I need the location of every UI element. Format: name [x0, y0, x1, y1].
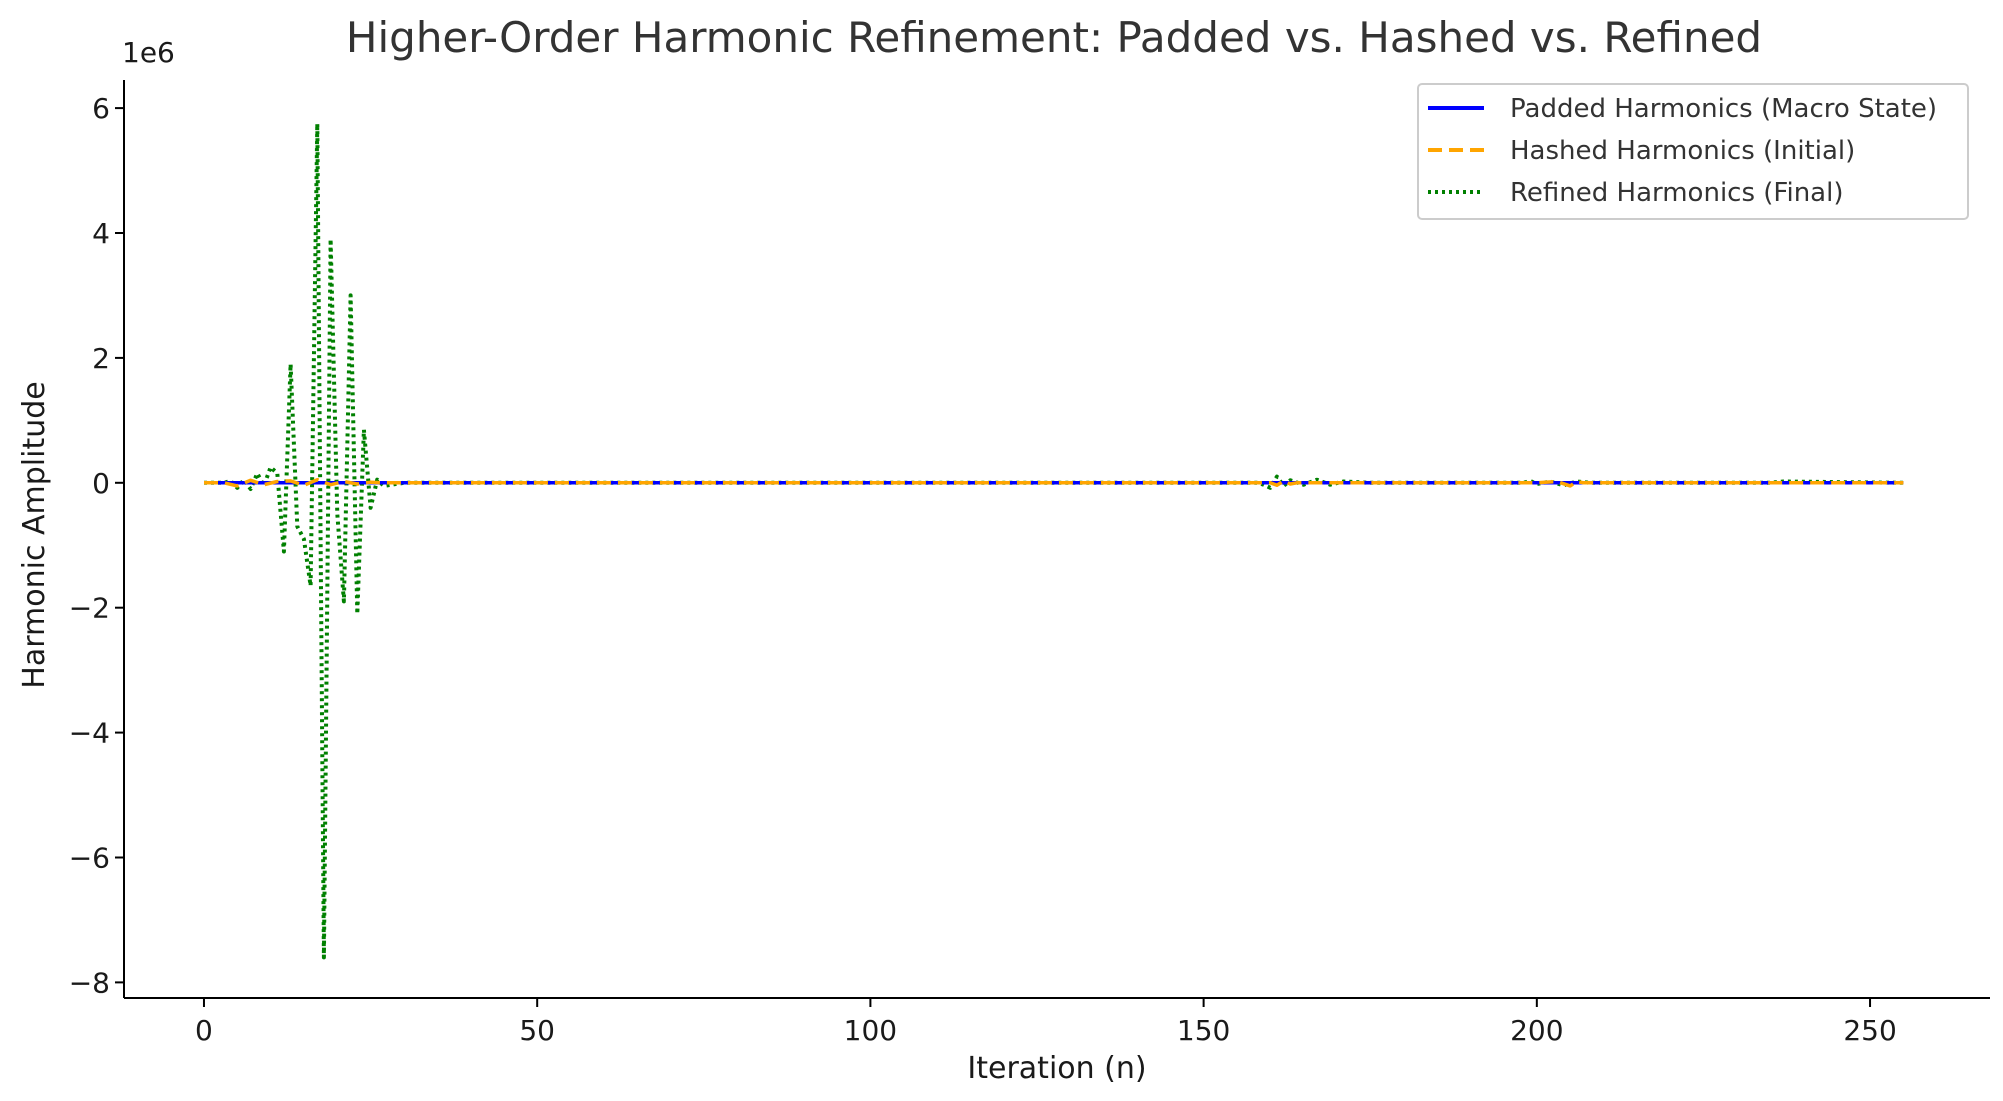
series-line-hashed	[204, 477, 1904, 488]
y-axis-offset-label: 1e6	[122, 36, 175, 69]
series-layer	[204, 121, 1904, 960]
y-axis-label: Harmonic Amplitude	[17, 381, 52, 688]
x-axis-label: Iteration (n)	[967, 1051, 1146, 1086]
y-tick-label: 4	[92, 217, 110, 250]
x-tick-label: 150	[1177, 1014, 1230, 1047]
y-tick-label: −2	[69, 592, 110, 625]
y-tick-label: 2	[92, 342, 110, 375]
legend-label: Refined Harmonics (Final)	[1510, 178, 1843, 208]
legend-items: Padded Harmonics (Macro State) Hashed Har…	[1428, 94, 1937, 208]
plot-area: 0 50 100 150 200 250 −8 −6 −4 −2 0 2 4 6	[69, 80, 1990, 1047]
x-tick-label: 200	[1510, 1014, 1563, 1047]
x-tick-label: 0	[195, 1014, 213, 1047]
legend-frame	[1417, 83, 1969, 220]
series-line-refined	[204, 121, 1904, 960]
x-tick-label: 50	[519, 1014, 555, 1047]
y-tick-label: 0	[92, 467, 110, 500]
y-tick-label: −6	[69, 841, 110, 874]
y-ticks: −8 −6 −4 −2 0 2 4 6	[69, 92, 124, 999]
x-tick-label: 250	[1843, 1014, 1896, 1047]
legend: Padded Harmonics (Macro State) Hashed Har…	[1417, 83, 1969, 220]
x-ticks: 0 50 100 150 200 250	[195, 998, 1897, 1047]
x-tick-label: 100	[844, 1014, 897, 1047]
y-tick-label: −8	[69, 966, 110, 999]
chart-title: Higher-Order Harmonic Refinement: Padded…	[346, 13, 1762, 62]
y-tick-label: −4	[69, 717, 110, 750]
legend-label: Padded Harmonics (Macro State)	[1510, 94, 1937, 124]
y-tick-label: 6	[92, 92, 110, 125]
legend-label: Hashed Harmonics (Initial)	[1510, 136, 1855, 166]
